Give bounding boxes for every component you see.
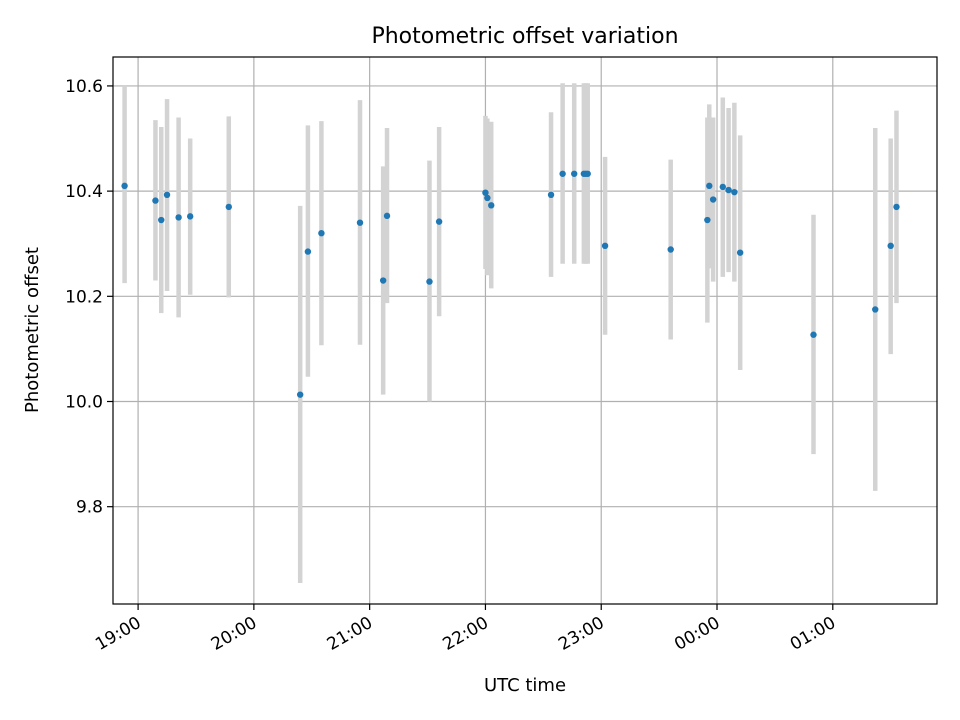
data-point <box>584 170 591 177</box>
data-point <box>872 306 879 313</box>
y-tick-label: 10.4 <box>65 182 103 202</box>
data-point <box>484 194 491 202</box>
data-point <box>383 212 391 220</box>
data-point <box>704 216 711 224</box>
data-point <box>121 182 128 190</box>
data-point <box>379 277 387 284</box>
y-tick-label: 10.2 <box>65 287 103 307</box>
y-tick-label: 10.0 <box>65 393 103 413</box>
y-axis-ticks: 9.8 10.0 10.2 10.4 10.6 <box>65 77 113 518</box>
data-point <box>304 248 312 255</box>
data-point <box>709 196 717 203</box>
data-point <box>810 331 817 338</box>
data-point <box>186 213 194 220</box>
y-tick-label: 9.8 <box>76 498 103 518</box>
data-point <box>163 191 171 199</box>
data-point <box>482 189 489 196</box>
data-point <box>318 229 325 237</box>
data-point <box>435 218 443 225</box>
data-point <box>706 182 713 190</box>
data-point <box>571 170 578 177</box>
data-point <box>296 391 304 398</box>
x-axis-label: UTC time <box>484 675 566 696</box>
plot-frame <box>112 56 938 605</box>
data-point <box>731 188 738 196</box>
data-point <box>488 202 495 209</box>
data-point <box>152 197 159 204</box>
data-point <box>725 186 732 194</box>
data-points <box>121 170 900 398</box>
data-point <box>736 249 744 256</box>
data-point <box>175 214 182 221</box>
data-point <box>893 203 900 211</box>
data-point <box>426 278 433 285</box>
y-tick-label: 10.6 <box>65 77 103 97</box>
data-point <box>601 242 609 250</box>
y-axis-label: Photometric offset <box>22 247 43 413</box>
grid <box>113 57 937 604</box>
data-point <box>356 219 364 226</box>
data-point <box>667 246 674 253</box>
data-point <box>887 242 894 250</box>
data-point <box>547 191 555 199</box>
data-point <box>719 183 726 191</box>
data-point <box>158 216 165 224</box>
data-point <box>559 170 566 177</box>
chart-title: Photometric offset variation <box>371 24 678 49</box>
data-point <box>225 203 232 211</box>
